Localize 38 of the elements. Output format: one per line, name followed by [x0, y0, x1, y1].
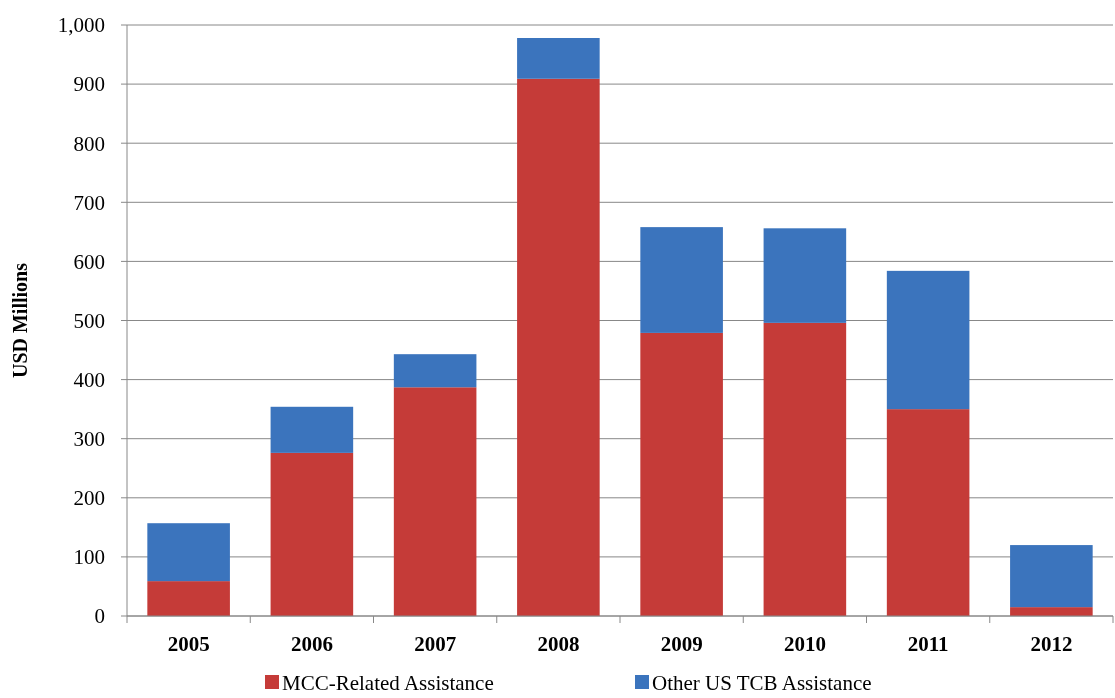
- bar: [1010, 545, 1093, 608]
- bar: [763, 228, 847, 323]
- x-tick-label: 2005: [167, 632, 210, 656]
- bar: [147, 523, 230, 582]
- y-tick-label: 200: [73, 486, 105, 511]
- bar: [1010, 607, 1093, 616]
- x-tick-label: 2008: [537, 632, 580, 656]
- y-tick-label: 0: [94, 604, 105, 629]
- bar: [393, 354, 477, 388]
- bar: [886, 409, 970, 616]
- y-tick-label: 100: [73, 545, 105, 570]
- x-tick-label: 2006: [290, 632, 333, 656]
- y-tick-label: 500: [73, 308, 105, 333]
- x-tick-label: 2007: [414, 632, 457, 656]
- y-tick-label: 400: [73, 367, 105, 392]
- y-tick-label: 600: [73, 249, 105, 274]
- y-tick-label: 700: [73, 190, 105, 215]
- x-tick-label: 2012: [1030, 632, 1073, 656]
- y-axis-title: USD Millions: [9, 262, 31, 379]
- bar: [886, 270, 970, 410]
- x-tick-label: 2009: [660, 632, 703, 656]
- bar: [640, 227, 723, 333]
- y-tick-label: 900: [73, 72, 105, 97]
- x-tick-label: 2011: [907, 632, 949, 656]
- bar: [147, 581, 230, 616]
- bar: [517, 78, 600, 616]
- legend-label: Other US TCB Assistance: [652, 671, 872, 695]
- bar: [270, 406, 354, 453]
- x-tick-label: 2010: [783, 632, 826, 656]
- y-tick-label: 800: [73, 131, 105, 156]
- y-tick-label: 1,000: [57, 13, 105, 38]
- y-tick-label: 300: [73, 427, 105, 452]
- bar: [763, 322, 847, 616]
- bar: [270, 452, 354, 616]
- bar: [393, 387, 477, 616]
- legend-label: MCC-Related Assistance: [282, 671, 494, 695]
- bar: [517, 38, 600, 79]
- bar: [640, 332, 723, 616]
